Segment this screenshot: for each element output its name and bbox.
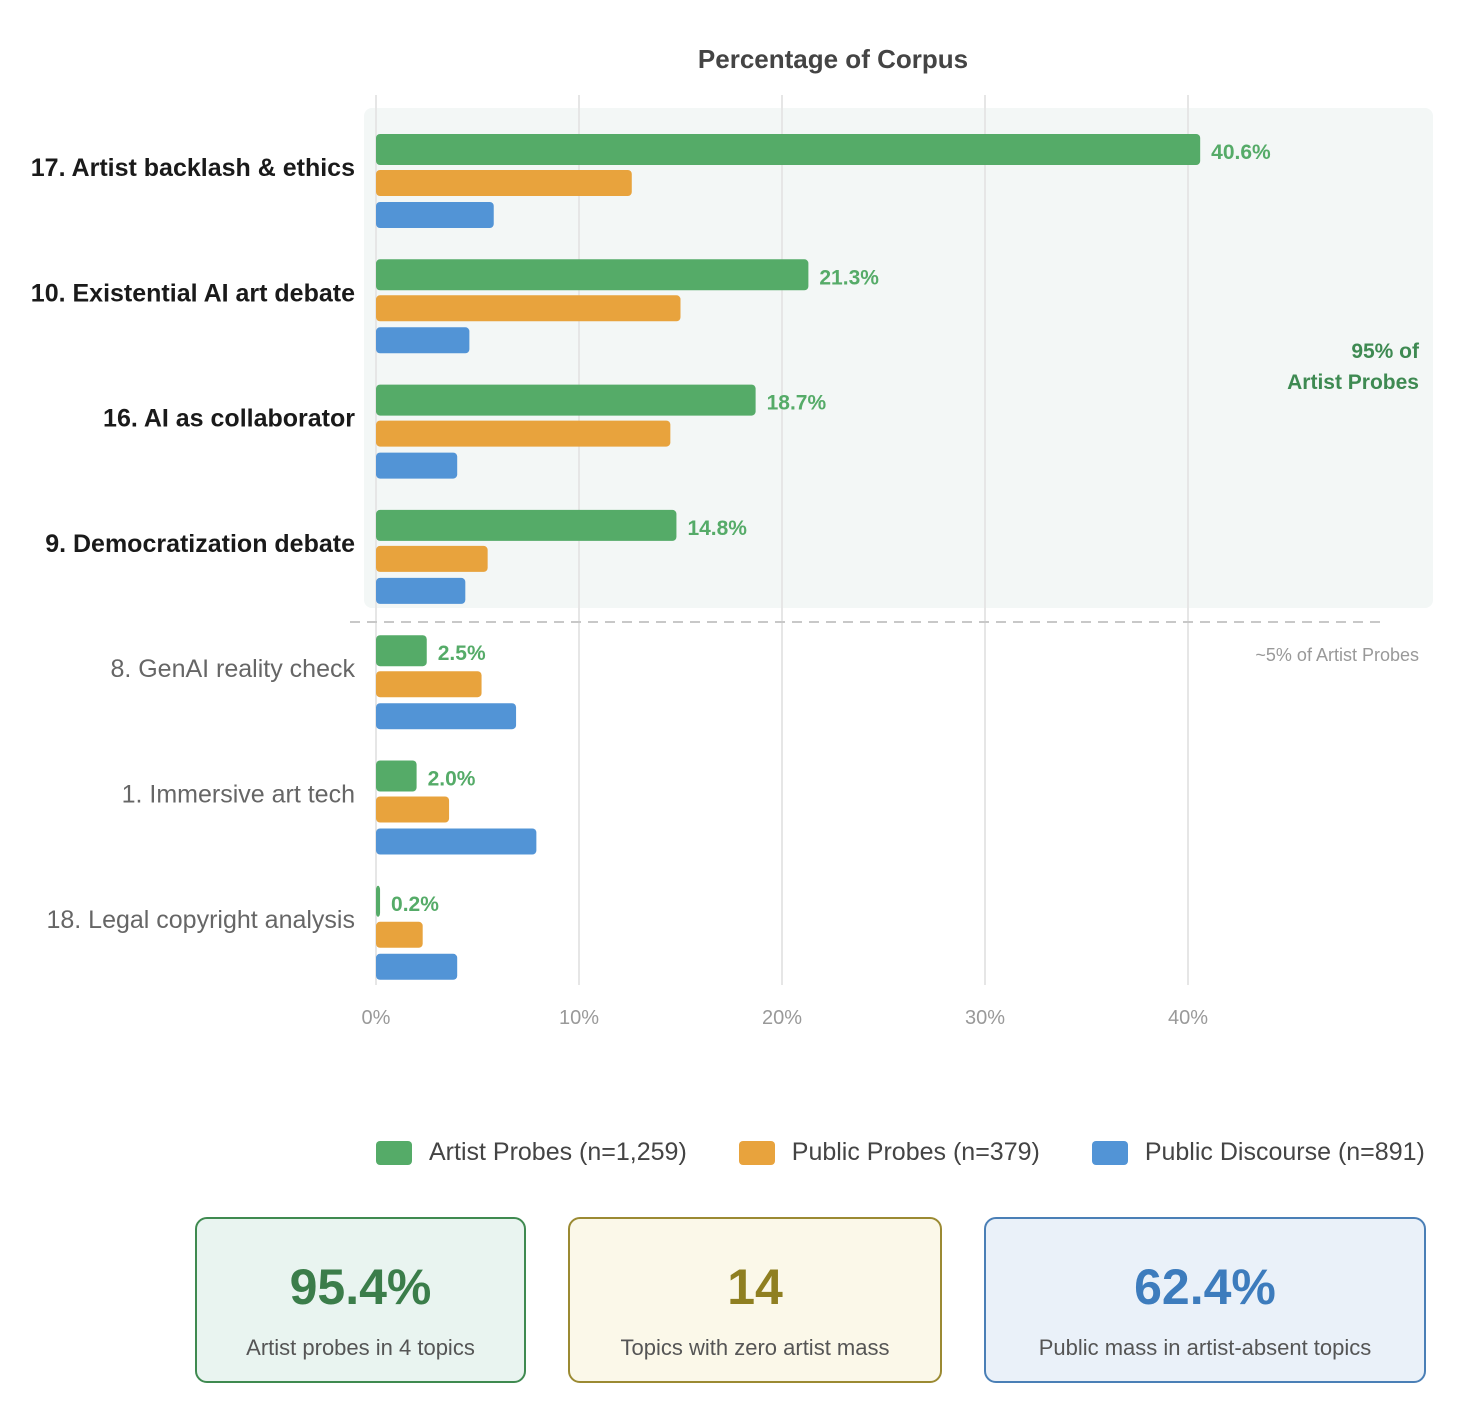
stat-card-zero-artist-topics: 14 Topics with zero artist mass bbox=[568, 1217, 942, 1383]
x-tick-label: 20% bbox=[762, 1007, 802, 1029]
bar-public-discourse bbox=[376, 452, 458, 479]
data-label: 40.6% bbox=[1211, 141, 1271, 164]
legend-item-public-probes: Public Probes (n=379) bbox=[738, 1138, 1040, 1167]
legend-swatch-blue bbox=[1091, 1140, 1128, 1165]
stat-label: Artist probes in 4 topics bbox=[246, 1335, 475, 1360]
bar-artist-probes bbox=[376, 760, 417, 792]
bar-public-probes bbox=[376, 671, 482, 698]
category-label: 18. Legal copyright analysis bbox=[46, 906, 355, 934]
bar-artist-probes bbox=[376, 259, 809, 291]
x-tick-label: 40% bbox=[1168, 1007, 1208, 1029]
data-label: 2.5% bbox=[438, 642, 486, 665]
legend-label: Artist Probes (n=1,259) bbox=[429, 1138, 687, 1166]
x-tick-label: 10% bbox=[559, 1007, 599, 1029]
chart-legend: Artist Probes (n=1,259) Public Probes (n… bbox=[376, 1138, 1425, 1167]
bar-public-probes bbox=[376, 545, 488, 572]
bar-public-probes bbox=[376, 295, 681, 322]
data-label: 2.0% bbox=[428, 768, 476, 791]
highlight-region bbox=[364, 108, 1433, 608]
x-tick-label: 0% bbox=[362, 1007, 391, 1029]
category-label: 17. Artist backlash & ethics bbox=[31, 154, 355, 182]
stat-value: 95.4% bbox=[289, 1259, 432, 1315]
category-label: 1. Immersive art tech bbox=[122, 781, 355, 809]
bar-chart: 0% 10% 20% 30% 40% Percentage of Corpus 95% … bbox=[31, 44, 1433, 1029]
stat-card-public-mass: 62.4% Public mass in artist-absent topic… bbox=[984, 1217, 1426, 1383]
category-label: 16. AI as collaborator bbox=[103, 405, 355, 433]
bar-public-discourse bbox=[376, 327, 470, 354]
bar-artist-probes bbox=[376, 134, 1201, 165]
stat-value: 62.4% bbox=[1134, 1259, 1276, 1315]
lower-region-label: ~5% of Artist Probes bbox=[1255, 645, 1419, 665]
bar-artist-probes bbox=[376, 509, 677, 541]
bar-public-discourse bbox=[376, 953, 458, 980]
x-tick-label: 30% bbox=[965, 1007, 1005, 1029]
legend-swatch-green bbox=[376, 1140, 412, 1165]
bar-artist-probes bbox=[376, 885, 381, 917]
chart-title: Percentage of Corpus bbox=[698, 44, 968, 74]
highlight-region-label-line2: Artist Probes bbox=[1287, 371, 1419, 394]
data-label: 18.7% bbox=[767, 392, 827, 415]
bar-artist-probes bbox=[376, 635, 427, 667]
bar-public-discourse bbox=[376, 703, 517, 730]
data-label: 21.3% bbox=[819, 266, 879, 289]
highlight-region-label-line1: 95% of bbox=[1351, 340, 1420, 363]
legend-swatch-orange bbox=[738, 1140, 775, 1165]
category-label: 10. Existential AI art debate bbox=[31, 279, 355, 307]
stat-label: Topics with zero artist mass bbox=[620, 1335, 890, 1360]
bar-public-discourse bbox=[376, 577, 466, 604]
bar-public-discourse bbox=[376, 202, 494, 228]
stat-value: 14 bbox=[727, 1259, 783, 1315]
legend-item-artist-probes: Artist Probes (n=1,259) bbox=[376, 1138, 687, 1167]
category-label: 9. Democratization debate bbox=[45, 530, 355, 558]
bar-public-discourse bbox=[376, 828, 537, 855]
stat-card-artist-concentration: 95.4% Artist probes in 4 topics bbox=[195, 1217, 526, 1383]
legend-label: Public Discourse (n=891) bbox=[1144, 1138, 1425, 1166]
category-label: 8. GenAI reality check bbox=[110, 655, 355, 683]
legend-item-public-discourse: Public Discourse (n=891) bbox=[1091, 1138, 1425, 1167]
stat-label: Public mass in artist-absent topics bbox=[1038, 1335, 1372, 1360]
bar-public-probes bbox=[376, 921, 423, 948]
legend-label: Public Probes (n=379) bbox=[791, 1138, 1040, 1166]
data-label: 0.2% bbox=[391, 893, 439, 916]
bar-public-probes bbox=[376, 796, 450, 823]
bar-artist-probes bbox=[376, 384, 756, 416]
bar-public-probes bbox=[376, 170, 632, 196]
data-label: 14.8% bbox=[687, 517, 747, 540]
bar-public-probes bbox=[376, 420, 671, 447]
